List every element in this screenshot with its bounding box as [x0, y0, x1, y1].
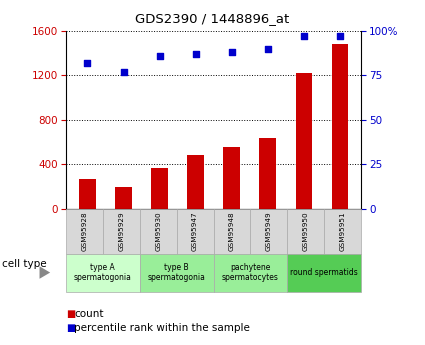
- Bar: [116, 187, 132, 209]
- Bar: [224, 147, 240, 209]
- Text: cell type: cell type: [2, 259, 47, 269]
- Text: GSM95929: GSM95929: [118, 211, 124, 251]
- Text: GSM95950: GSM95950: [303, 211, 309, 251]
- Point: [336, 33, 343, 39]
- Text: pachytene
spermatocytes: pachytene spermatocytes: [222, 263, 279, 282]
- Point: [156, 53, 163, 59]
- Point: [264, 46, 271, 51]
- Text: GDS2390 / 1448896_at: GDS2390 / 1448896_at: [136, 12, 289, 25]
- Text: GSM95947: GSM95947: [192, 211, 198, 251]
- Bar: [79, 179, 96, 209]
- Bar: [295, 73, 312, 209]
- Point: [120, 69, 127, 75]
- Point: [84, 60, 91, 66]
- Bar: [187, 155, 204, 209]
- Point: [300, 33, 307, 39]
- Text: GSM95948: GSM95948: [229, 211, 235, 251]
- Text: round spermatids: round spermatids: [290, 268, 358, 277]
- Text: ■: ■: [66, 309, 75, 319]
- Point: [192, 51, 199, 57]
- Text: GSM95928: GSM95928: [81, 211, 87, 251]
- Text: type A
spermatogonia: type A spermatogonia: [74, 263, 132, 282]
- Text: count: count: [74, 309, 104, 319]
- Bar: [151, 168, 167, 209]
- Bar: [260, 138, 276, 209]
- Text: type B
spermatogonia: type B spermatogonia: [148, 263, 206, 282]
- Text: ■: ■: [66, 324, 75, 333]
- Point: [228, 50, 235, 55]
- Text: GSM95949: GSM95949: [266, 211, 272, 251]
- Text: GSM95930: GSM95930: [155, 211, 161, 251]
- Text: percentile rank within the sample: percentile rank within the sample: [74, 324, 250, 333]
- Text: GSM95951: GSM95951: [340, 211, 346, 251]
- Bar: [332, 45, 348, 209]
